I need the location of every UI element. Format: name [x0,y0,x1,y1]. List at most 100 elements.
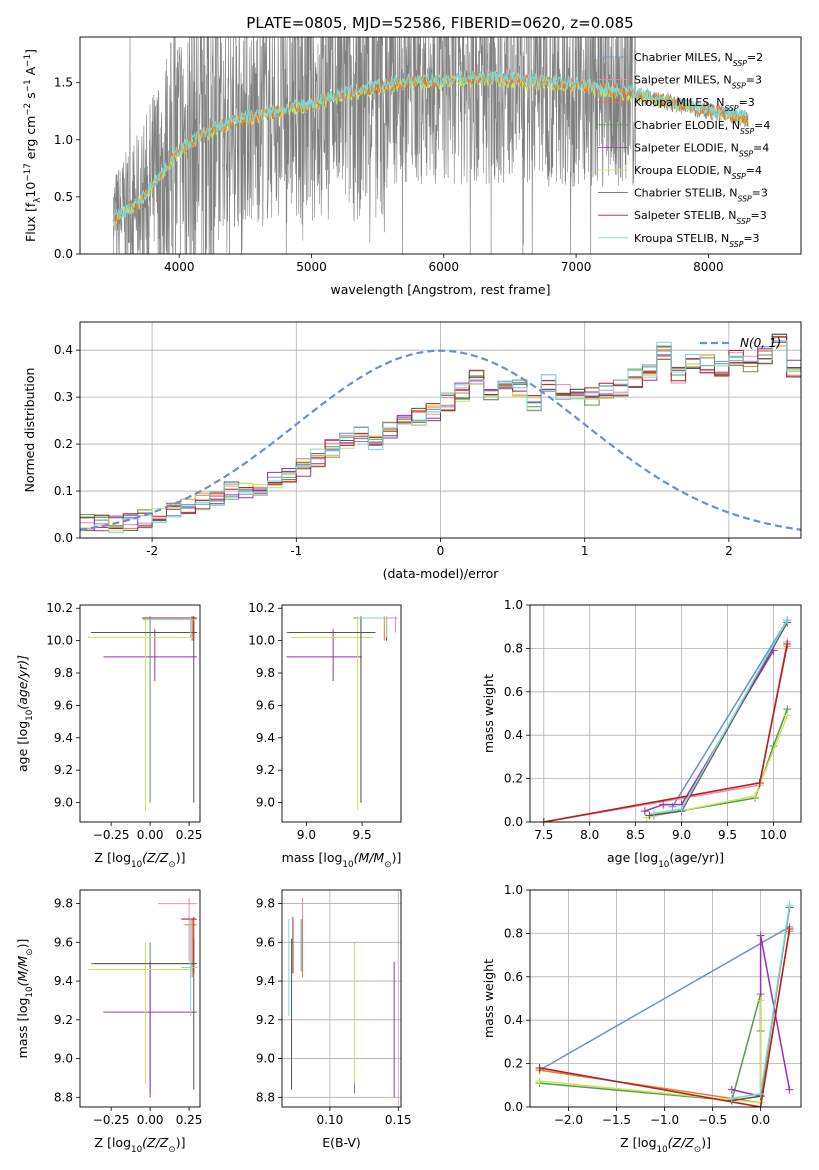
model-spectrum-k_stelib [112,69,749,223]
z-age-panel: −0.25 0.00 0.25 9.0 9.2 9.4 9.6 9.8 10.0 10.2 Z [l… [15,601,202,870]
weight-marker-k_elodie [751,791,760,800]
data-spectrum-line [112,37,749,254]
legend-gauss-label: N(0, 1) [740,336,781,350]
x-tick-label: 5000 [296,260,327,274]
y-tick-label: 1.5 [54,76,73,90]
axes-frame [281,889,402,1108]
weight-line-k_miles [543,646,788,822]
weight-marker-k_stelib [783,616,792,625]
weight-marker-s_elodie [756,931,765,940]
x-axis-label: wavelength [Angstrom, rest frame] [330,282,550,297]
weight-line-c_stelib [649,622,788,817]
x-tick-label: 0 [437,544,445,558]
gaussian-curve [80,349,801,531]
x-axis-label: mass [log10(M/M⊙)] [282,850,402,870]
y-tick-label: 10.0 [248,634,275,648]
x-tick-label: 0.10 [317,1113,344,1127]
legend-label-c_elodie: Chabrier ELODIE, NSSP=4 [634,119,770,136]
y-tick-label: 0.3 [54,390,73,404]
spectrum-panel: 4000 5000 6000 7000 8000 0.0 0.5 1.0 1.5 waveleng… [23,36,802,297]
x-tick-label: −0.25 [93,828,130,842]
weight-line-s_stelib [539,928,791,1107]
legend-label-k_stelib: Kroupa STELIB, NSSP=3 [634,232,760,249]
y-tick-label: 1.0 [54,133,73,147]
y-tick-label: 10.0 [46,634,73,648]
axes-frame [529,604,802,823]
y-tick-label: 9.2 [54,763,73,777]
x-axis-label: (data-model)/error [383,566,500,581]
x-tick-label: −0.25 [93,1113,130,1127]
plot-area [80,333,801,534]
weight-marker-k_stelib [756,1089,765,1098]
x-axis-label: E(B-V) [322,1135,361,1150]
weight-line-c_miles [539,926,790,1071]
y-tick-label: 9.6 [54,935,73,949]
weight-line-k_elodie [646,715,788,819]
y-tick-label: 0.5 [54,190,73,204]
x-tick-label: -1 [290,544,302,558]
y-tick-label: 9.0 [256,796,275,810]
plot-area [87,616,197,811]
y-tick-label: 0.1 [54,484,73,498]
plot-area [535,901,794,1107]
y-tick-label: 0.4 [504,1013,523,1027]
y-tick-label: 0.0 [504,1100,523,1114]
ebv-mass-panel: 0.10 0.15 8.8 9.0 9.2 9.4 9.6 9.8 E(B-V) [256,889,412,1150]
weight-line-s_stelib [543,643,788,822]
x-tick-label: 9.5 [353,828,372,842]
x-tick-label: 6000 [429,260,460,274]
legend-label-c_stelib: Chabrier STELIB, NSSP=3 [634,187,768,204]
y-tick-label: 0.2 [504,772,523,786]
weight-line-s_miles [543,641,788,822]
y-tick-label: 8.8 [256,1090,275,1104]
y-tick-label: 9.4 [256,731,275,745]
y-tick-label: 0.2 [504,1057,523,1071]
y-tick-label: 9.2 [54,1013,73,1027]
y-tick-label: 0.4 [54,343,73,357]
x-tick-label: 8.0 [580,828,599,842]
x-tick-label: 0.25 [176,828,203,842]
x-tick-label: 7.5 [534,828,553,842]
y-tick-label: 9.8 [54,897,73,911]
weight-marker-s_stelib [539,818,548,822]
y-tick-label: 9.8 [256,897,275,911]
x-tick-label: 4000 [164,260,195,274]
x-axis-label: Z [log10(Z/Z⊙)] [620,1135,711,1155]
y-tick-label: 9.2 [256,1013,275,1027]
z-mass-panel: −0.25 0.00 0.25 8.8 9.0 9.2 9.4 9.6 9.8 Z [log10(… [15,889,202,1155]
x-tick-label: 9.0 [297,828,316,842]
x-tick-label: −2.0 [554,1113,583,1127]
y-tick-label: 9.8 [54,666,73,680]
y-tick-label: 9.4 [256,974,275,988]
x-tick-label: −1.5 [602,1113,631,1127]
legend-label-c_miles: Chabrier MILES, NSSP=2 [634,51,763,68]
histogram-k_stelib [80,340,801,534]
y-tick-label: 0.0 [504,815,523,829]
y-tick-label: 0.8 [504,926,523,940]
y-tick-label: 9.8 [256,666,275,680]
y-tick-label: 9.4 [54,731,73,745]
histogram-c_stelib [80,333,801,531]
weight-line-k_stelib [653,619,788,815]
plot-area [112,37,749,254]
weight-marker-k_stelib [677,804,686,813]
z-weight-panel: −2.0 −1.5 −1.0 −0.5 0.0 0.0 0.2 0.4 0.6 0.8 1.0 Z [… [481,883,802,1155]
weight-marker-s_elodie [785,1085,794,1094]
weight-marker-k_elodie [756,996,765,1005]
plot-area [288,897,395,1098]
y-tick-label: 9.0 [256,1052,275,1066]
x-tick-label: 7000 [561,260,592,274]
y-axis-label: Flux [fλ10−17 erg cm−2 s−1 A−1] [23,49,43,242]
weight-line-c_miles [671,619,788,808]
weight-marker-s_stelib [785,925,794,934]
weight-marker-k_stelib [785,901,794,910]
y-tick-label: 9.0 [54,1052,73,1066]
residuals-panel: -2 -1 0 1 2 0.0 0.1 0.2 0.3 0.4 N(0, 1) (data-model… [22,321,802,581]
y-tick-label: 9.6 [256,935,275,949]
plot-area [539,616,792,822]
plot-area [286,616,398,811]
x-tick-label: 0.00 [137,828,164,842]
x-tick-label: 9.5 [718,828,737,842]
legend-label-s_miles: Salpeter MILES, NSSP=3 [634,74,762,91]
